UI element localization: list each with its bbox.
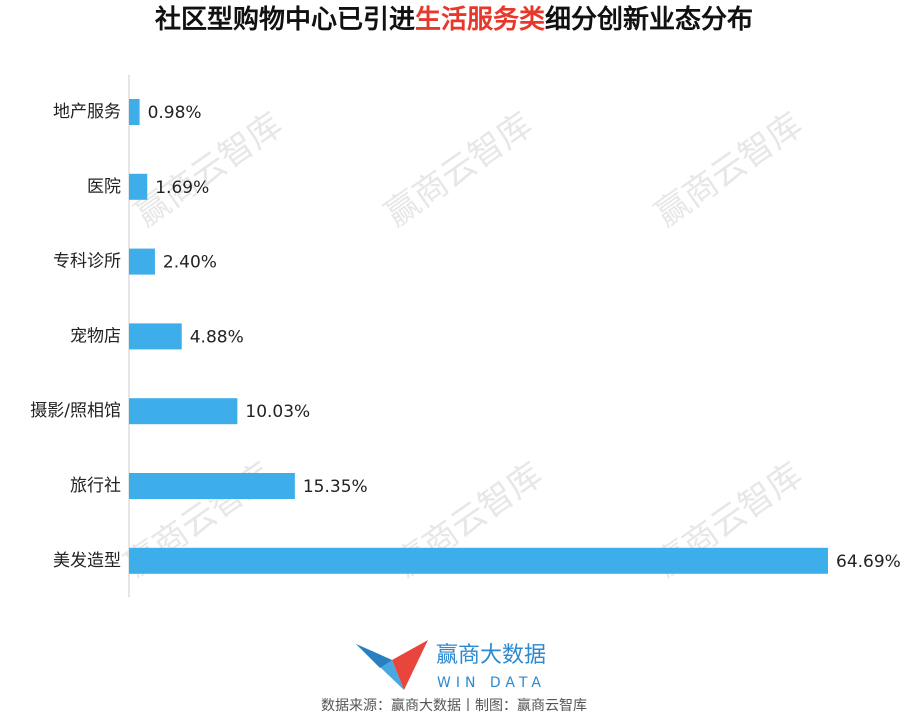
value-label: 0.98% [148, 103, 202, 123]
category-label: 美发造型 [53, 551, 121, 571]
title-part: 社区型购物中心已引进 [155, 4, 415, 35]
category-label: 医院 [87, 177, 121, 197]
bar [129, 248, 155, 275]
bar [129, 473, 295, 499]
bar [129, 323, 182, 350]
bar [129, 173, 148, 200]
value-label: 15.35% [303, 477, 368, 497]
category-label: 地产服务 [53, 102, 121, 122]
watermark: 赢商云智库 [378, 105, 540, 235]
value-label: 64.69% [836, 552, 901, 572]
bar [129, 398, 238, 425]
logo [356, 640, 428, 690]
category-label: 摄影/照相馆 [30, 401, 121, 421]
logo-text: 赢商大数据 [436, 643, 546, 668]
title-part: 生活服务类 [415, 5, 545, 35]
watermark: 赢商云智库 [128, 105, 290, 235]
value-label: 2.40% [163, 253, 217, 273]
category-label: 宠物店 [70, 326, 121, 346]
bar [129, 99, 140, 125]
watermark: 赢商云智库 [648, 105, 810, 235]
chart-title: 社区型购物中心已引进生活服务类细分创新业态分布 [155, 4, 753, 35]
value-label: 10.03% [245, 402, 310, 422]
source: 数据来源：赢商大数据丨制图：赢商云智库 [321, 697, 587, 714]
logo-subtext: WIN DATA [437, 675, 546, 691]
bar [129, 547, 828, 574]
category-label: 旅行社 [70, 476, 121, 496]
logo-shape [392, 640, 428, 690]
value-label: 4.88% [190, 327, 244, 347]
logo-shape [356, 644, 392, 668]
title-part: 细分创新业态分布 [545, 4, 753, 35]
category-label: 专科诊所 [53, 252, 121, 272]
value-label: 1.69% [155, 178, 209, 198]
